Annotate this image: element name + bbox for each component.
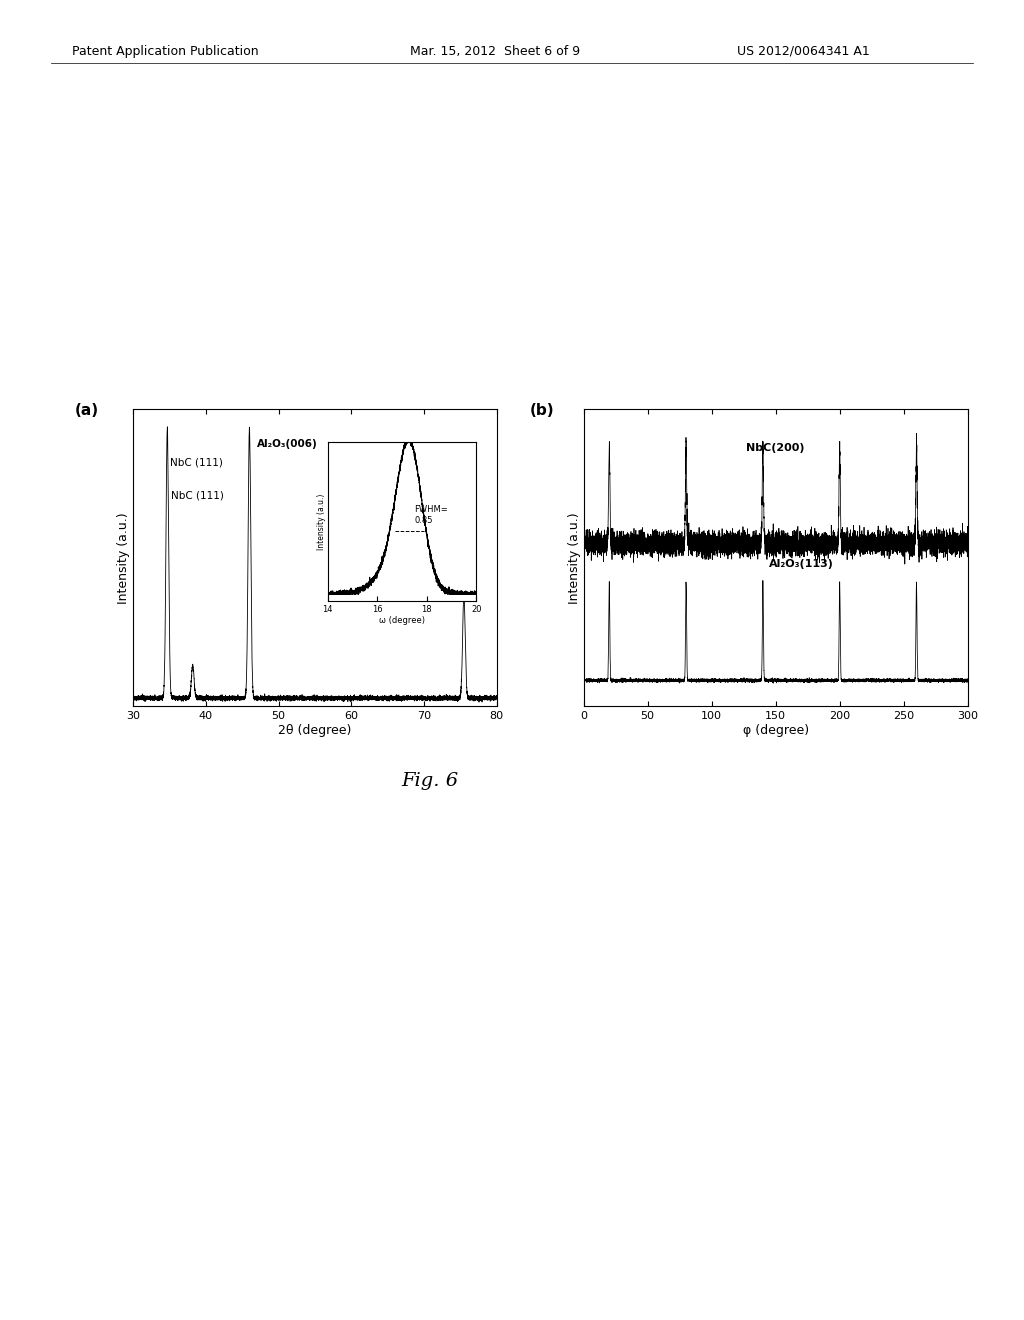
Text: Patent Application Publication: Patent Application Publication	[72, 45, 258, 58]
Text: (a): (a)	[75, 404, 99, 418]
Text: Al₂O₃(006): Al₂O₃(006)	[257, 438, 317, 449]
Text: NbC (222): NbC (222)	[417, 583, 470, 593]
Text: NbC (111): NbC (111)	[171, 490, 224, 500]
Text: NbC (111): NbC (111)	[170, 458, 223, 467]
Text: NbC(200): NbC(200)	[746, 442, 805, 453]
Text: Mar. 15, 2012  Sheet 6 of 9: Mar. 15, 2012 Sheet 6 of 9	[410, 45, 580, 58]
Text: Fig. 6: Fig. 6	[401, 772, 459, 791]
X-axis label: 2θ (degree): 2θ (degree)	[279, 723, 351, 737]
Text: FWHM=
0.85: FWHM= 0.85	[415, 506, 449, 524]
Y-axis label: Intensity (a.u.): Intensity (a.u.)	[317, 494, 327, 549]
Text: (b): (b)	[530, 404, 555, 418]
X-axis label: φ (degree): φ (degree)	[742, 723, 809, 737]
X-axis label: ω (degree): ω (degree)	[379, 616, 425, 624]
Y-axis label: Intensity (a.u.): Intensity (a.u.)	[118, 512, 130, 603]
Y-axis label: Intensity (a.u.): Intensity (a.u.)	[568, 512, 581, 603]
Text: Al₂O₃(113): Al₂O₃(113)	[769, 558, 834, 569]
Text: US 2012/0064341 A1: US 2012/0064341 A1	[737, 45, 870, 58]
